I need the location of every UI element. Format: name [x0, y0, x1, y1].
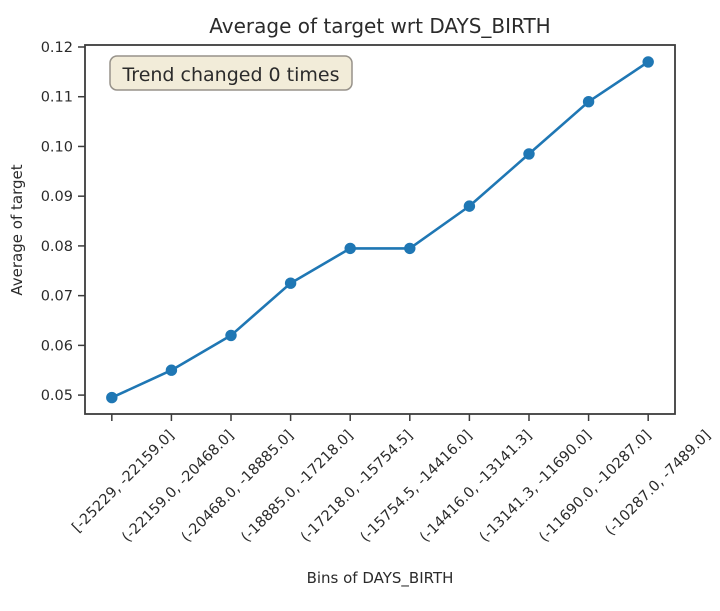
- y-tick-label: 0.07: [41, 289, 73, 305]
- x-tick-label: (-13141.3, -11690.0]: [477, 428, 595, 546]
- y-tick-label: 0.06: [41, 338, 73, 354]
- data-point-marker: [284, 277, 297, 289]
- annotation-box: Trend changed 0 times: [109, 55, 353, 91]
- y-tick-label: 0.11: [41, 90, 73, 106]
- data-series: [106, 56, 654, 404]
- x-tick-label: (-18885.0, -17218.0]: [238, 428, 356, 546]
- y-axis-ticks: 0.05 0.06 0.07 0.08 0.09 0.10 0.11 0.12: [41, 40, 85, 404]
- data-point-marker: [642, 56, 654, 68]
- x-tick-label: (-17218.0, -15754.5]: [298, 428, 416, 546]
- annotation-background: [109, 55, 353, 91]
- x-tick-label: (-15754.5, -14416.0]: [358, 428, 476, 546]
- x-axis-label: Bins of DAYS_BIRTH: [307, 569, 454, 588]
- y-tick-label: 0.08: [41, 239, 73, 255]
- x-tick-label: (-22159.0, -20468.0]: [119, 428, 237, 546]
- y-tick-label: 0.05: [41, 388, 73, 404]
- x-axis-ticks: [-25229, -22159.0](-22159.0, -20468.0](-…: [69, 414, 714, 546]
- series-line: [110, 60, 650, 399]
- x-tick-label: (-20468.0, -18885.0]: [179, 428, 297, 546]
- x-tick-label: (-11690.0, -10287.0]: [536, 428, 654, 546]
- data-point-marker: [165, 364, 178, 376]
- x-tick-label: (-14416.0, -13141.3]: [417, 428, 535, 546]
- y-tick-label: 0.12: [41, 40, 73, 56]
- x-tick-label: (-10287.0, -7489.0]: [602, 428, 714, 540]
- data-point-marker: [106, 391, 118, 404]
- annotation-text: Trend changed 0 times: [121, 64, 339, 86]
- plot-area: [84, 44, 676, 415]
- y-axis-label: Average of target: [8, 164, 26, 295]
- y-tick-label: 0.09: [41, 189, 73, 205]
- data-point-marker: [404, 242, 416, 255]
- y-tick-label: 0.10: [41, 139, 73, 155]
- x-tick-label: [-25229, -22159.0]: [69, 428, 177, 536]
- data-point-marker: [344, 242, 356, 255]
- data-point-marker: [523, 148, 535, 160]
- data-point-marker: [463, 200, 476, 212]
- chart-title: Average of target wrt DAYS_BIRTH: [209, 14, 550, 38]
- data-point-marker: [225, 329, 237, 342]
- data-point-marker: [582, 95, 595, 108]
